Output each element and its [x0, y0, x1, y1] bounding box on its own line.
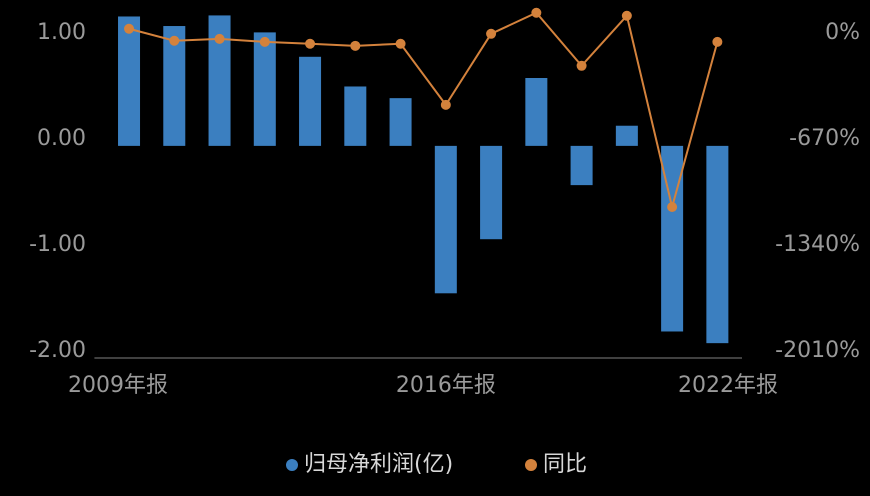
y2-tick-label: -2010%	[775, 338, 860, 363]
bar	[434, 145, 457, 294]
bar	[389, 98, 412, 146]
x-tick-label: 2022年报	[678, 373, 778, 398]
bar	[163, 26, 186, 146]
legend-marker	[525, 459, 537, 471]
line-point	[305, 38, 316, 49]
bar	[525, 78, 548, 146]
bar	[480, 145, 503, 240]
bar	[118, 16, 141, 146]
y-tick-label: -2.00	[29, 338, 86, 363]
y2-tick-label: -670%	[789, 126, 860, 151]
bar	[208, 15, 231, 146]
y2-tick-label: 0%	[825, 20, 860, 45]
line-point	[169, 35, 180, 46]
y-tick-label: 0.00	[37, 126, 86, 151]
line-point	[214, 33, 225, 44]
bar	[615, 125, 638, 146]
bar	[344, 86, 367, 146]
line-point	[621, 10, 632, 21]
x-tick-label: 2009年报	[68, 373, 168, 398]
y-tick-label: -1.00	[29, 232, 86, 257]
line-point	[667, 201, 678, 212]
legend-label: 归母净利润(亿)	[304, 452, 453, 477]
line-point	[531, 7, 542, 18]
bar	[299, 56, 322, 146]
y-tick-label: 1.00	[37, 20, 86, 45]
bar	[661, 145, 684, 332]
bar	[706, 145, 729, 344]
line-point	[259, 36, 270, 47]
line-point	[124, 23, 135, 34]
line-point	[486, 28, 497, 39]
y2-tick-label: -1340%	[775, 232, 860, 257]
x-tick-label: 2016年报	[396, 373, 496, 398]
bar	[253, 32, 276, 146]
line-point	[712, 36, 723, 47]
bar	[570, 145, 593, 186]
line-point	[350, 40, 361, 51]
line-point	[576, 60, 587, 71]
legend-label: 同比	[543, 452, 587, 477]
line	[128, 11, 719, 208]
line-point	[395, 38, 406, 49]
line-point	[440, 99, 451, 110]
legend-marker	[286, 459, 298, 471]
